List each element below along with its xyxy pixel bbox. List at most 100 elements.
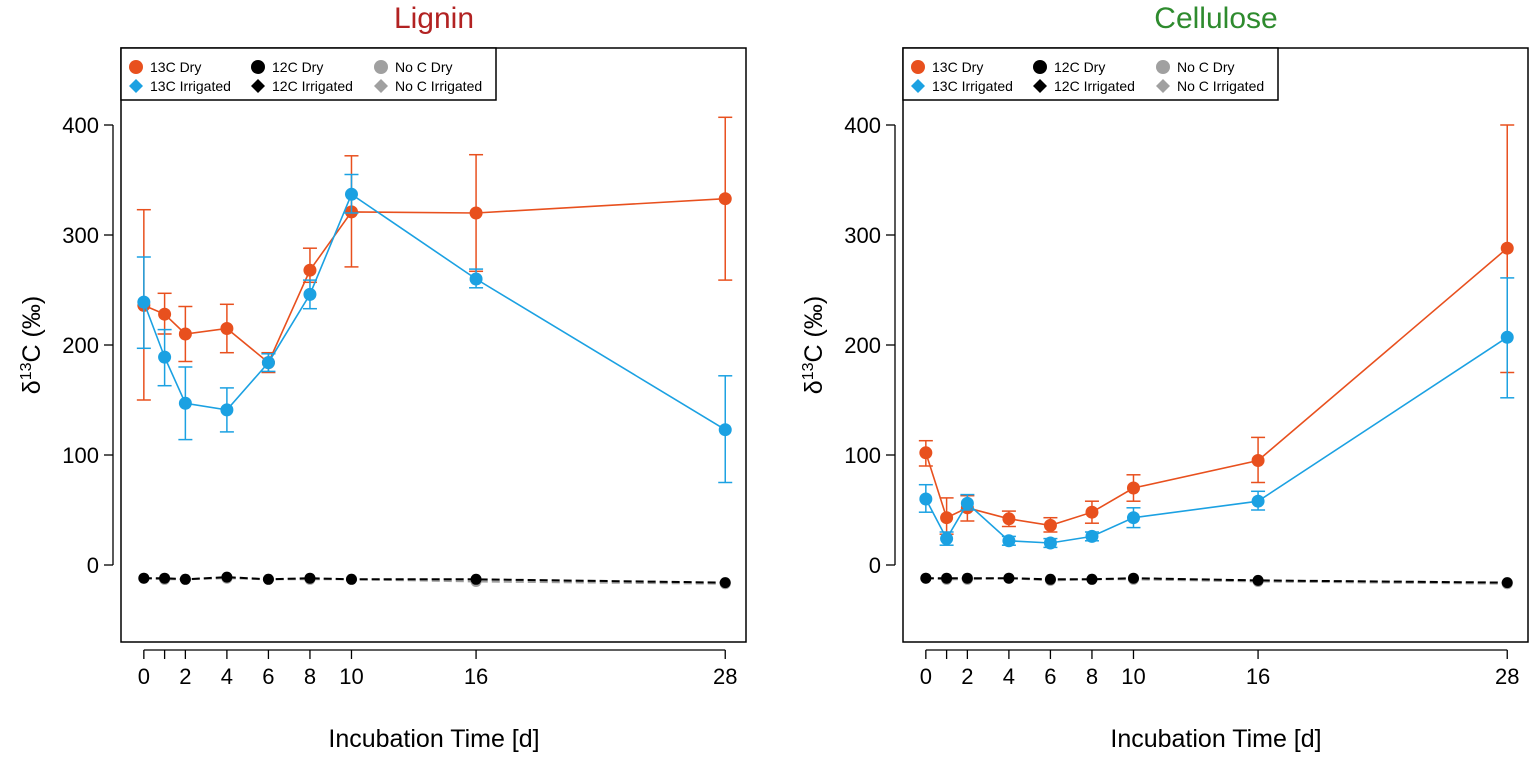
cellulose-y-tick-label: 0 — [869, 553, 881, 578]
cellulose-plot-frame — [902, 47, 1529, 643]
cellulose-point-12c — [1501, 577, 1513, 589]
cellulose-point-13c-dry — [1085, 505, 1099, 519]
cellulose-point-13c-dry — [1002, 512, 1016, 526]
lignin-y-tick-label: 400 — [62, 113, 99, 138]
lignin-y-tick-label: 0 — [87, 553, 99, 578]
lignin-legend-marker-diamond — [374, 79, 388, 93]
lignin-legend-label: 13C Irrigated — [150, 78, 231, 94]
cellulose-point-13c-dry — [1500, 241, 1514, 255]
cellulose-point-13c-irrigated — [960, 496, 974, 510]
lignin-line-13c-irrigated — [143, 193, 726, 431]
cellulose-series-12c — [920, 572, 1513, 589]
cellulose-line-13c-dry — [925, 247, 1508, 527]
lignin-point-13c-irrigated — [261, 356, 275, 370]
cellulose-point-13c-dry — [940, 511, 954, 525]
lignin-x-tick-label: 8 — [304, 664, 316, 689]
lignin-point-13c-irrigated — [220, 403, 234, 417]
lignin-point-13c-dry — [303, 263, 317, 277]
lignin-x-tick-label: 0 — [138, 664, 150, 689]
lignin-x-tick-label: 16 — [464, 664, 488, 689]
lignin-x-tick-label: 2 — [179, 664, 191, 689]
cellulose-y-axis-label: δ13C (‰) — [800, 296, 828, 394]
cellulose-point-12c — [961, 572, 973, 584]
cellulose-y-tick-label: 400 — [844, 113, 881, 138]
lignin-x-tick-label: 28 — [713, 664, 737, 689]
lignin-panel: Lignin 0 2 4 6 8 10 16 28 0 100 200 300 400 Incubati… — [18, 2, 747, 753]
lignin-point-12c — [719, 577, 731, 589]
lignin-point-13c-irrigated — [344, 187, 358, 201]
cellulose-point-13c-dry — [1126, 481, 1140, 495]
cellulose-point-13c-dry — [1251, 454, 1265, 467]
cellulose-legend-marker-diamond — [911, 79, 925, 93]
cellulose-point-12c — [941, 572, 953, 584]
lignin-series-13c-dry — [136, 116, 733, 401]
lignin-legend: 13C Dry 13C Irrigated 12C Dry 12C Irrigated… — [120, 47, 497, 101]
lignin-point-12c — [138, 572, 150, 584]
lignin-legend-marker-circle — [374, 60, 388, 74]
cellulose-legend-label: 13C Irrigated — [932, 78, 1013, 94]
lignin-line-13c-dry — [143, 197, 726, 364]
cellulose-point-12c — [1127, 572, 1139, 584]
lignin-y-tick-label: 300 — [62, 223, 99, 248]
cellulose-x-tick-label: 28 — [1495, 664, 1519, 689]
lignin-legend-marker-circle — [251, 60, 265, 74]
cellulose-legend-label: No C Irrigated — [1177, 78, 1264, 94]
lignin-y-axis-label: δ13C (‰) — [18, 296, 46, 394]
lignin-legend-marker-diamond — [129, 79, 143, 93]
cellulose-x-tick-label: 2 — [961, 664, 973, 689]
cellulose-series — [918, 124, 1515, 590]
lignin-title: Lignin — [394, 2, 474, 35]
cellulose-y-tick-label: 300 — [844, 223, 881, 248]
lignin-series-12c — [138, 571, 731, 589]
lignin-point-12c — [262, 573, 274, 585]
cellulose-point-12c — [920, 572, 932, 584]
cellulose-x-tick-label: 8 — [1086, 664, 1098, 689]
cellulose-series-13c-dry — [918, 124, 1515, 535]
lignin-x-tick-label: 6 — [262, 664, 274, 689]
cellulose-point-12c — [1252, 574, 1264, 586]
cellulose-axes: 0 2 4 6 8 10 16 28 0 100 200 300 400 — [844, 113, 1519, 689]
cellulose-point-12c — [1044, 573, 1056, 585]
cellulose-panel: Cellulose 0 2 4 6 8 10 16 28 0 100 200 300 400 Incub… — [800, 2, 1529, 753]
cellulose-point-13c-irrigated — [1002, 534, 1016, 548]
cellulose-point-13c-irrigated — [919, 492, 933, 506]
cellulose-point-13c-irrigated — [1500, 330, 1514, 344]
lignin-x-tick-label: 10 — [339, 664, 363, 689]
cellulose-legend-marker-diamond — [1156, 79, 1170, 93]
cellulose-title: Cellulose — [1154, 2, 1277, 35]
lignin-point-13c-irrigated — [158, 350, 172, 364]
cellulose-legend-box — [902, 47, 1279, 101]
lignin-point-13c-dry — [469, 206, 483, 220]
cellulose-x-tick-label: 6 — [1044, 664, 1056, 689]
lignin-legend-label: 13C Dry — [150, 59, 201, 75]
cellulose-legend-marker-circle — [1033, 60, 1047, 74]
lignin-series — [136, 116, 733, 590]
lignin-x-tick-label: 4 — [221, 664, 233, 689]
lignin-legend-label: No C Dry — [395, 59, 453, 75]
cellulose-legend-marker-circle — [911, 60, 925, 74]
cellulose-line-13c-irrigated — [925, 336, 1508, 544]
lignin-legend-label: 12C Dry — [272, 59, 323, 75]
lignin-point-12c — [304, 572, 316, 584]
cellulose-legend-marker-diamond — [1033, 79, 1047, 93]
lignin-point-13c-irrigated — [178, 396, 192, 410]
cellulose-series-13c-irrigated — [918, 277, 1515, 550]
cellulose-point-13c-dry — [1043, 518, 1057, 532]
cellulose-point-13c-dry — [919, 446, 933, 460]
cellulose-point-13c-irrigated — [1126, 511, 1140, 525]
cellulose-point-12c — [1086, 573, 1098, 585]
lignin-y-tick-label: 100 — [62, 443, 99, 468]
cellulose-legend-marker-circle — [1156, 60, 1170, 74]
lignin-legend-marker-diamond — [251, 79, 265, 93]
lignin-legend-label: 12C Irrigated — [272, 78, 353, 94]
lignin-point-12c — [159, 572, 171, 584]
cellulose-point-13c-irrigated — [940, 532, 954, 546]
cellulose-legend: 13C Dry 13C Irrigated 12C Dry 12C Irrigated… — [902, 47, 1279, 101]
cellulose-x-tick-label: 4 — [1003, 664, 1015, 689]
cellulose-legend-label: 13C Dry — [932, 59, 983, 75]
lignin-axes: 0 2 4 6 8 10 16 28 0 100 200 300 400 — [62, 113, 737, 689]
cellulose-point-13c-irrigated — [1085, 529, 1099, 543]
cellulose-legend-label: 12C Dry — [1054, 59, 1105, 75]
cellulose-y-tick-label: 200 — [844, 333, 881, 358]
